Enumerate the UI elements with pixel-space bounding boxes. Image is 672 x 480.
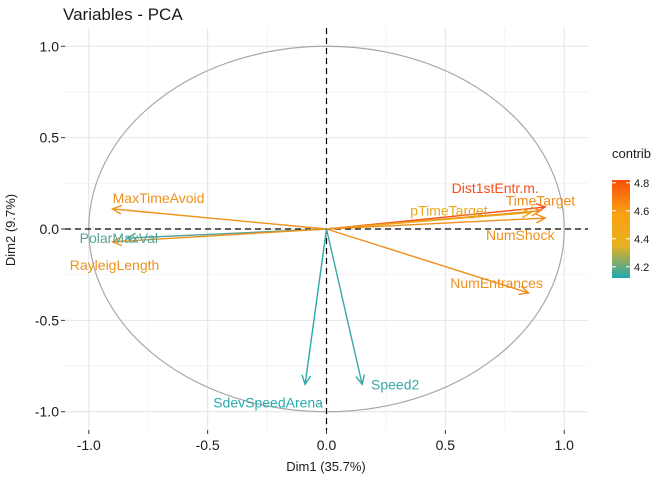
y-tick-label: -0.5 <box>35 312 59 328</box>
arrowhead-sdevspeedarena <box>301 374 312 386</box>
arrow-rayleiglength <box>112 228 327 243</box>
x-tick-label: -0.5 <box>196 437 220 453</box>
x-tick-label: 0.0 <box>317 437 337 453</box>
x-axis: -1.0 -0.5 0.0 0.5 1.0 <box>77 430 574 453</box>
contrib-legend: contrib 4.2 4.4 4.6 4.8 <box>612 146 651 278</box>
legend-tick-label: 4.6 <box>634 206 649 218</box>
chart-title: Variables - PCA <box>63 5 183 24</box>
arrowhead-numentrances <box>518 285 531 296</box>
arrowhead-numshock <box>535 213 547 224</box>
arrow-maxtimeavoid <box>112 208 327 230</box>
y-tick-label: 0.5 <box>40 130 60 146</box>
arrowhead-speed2 <box>355 374 366 386</box>
arrowhead-ptimetarget <box>521 208 533 219</box>
arrow-sdevspeedarena <box>304 228 328 385</box>
arrow-numentrances <box>326 228 529 294</box>
y-tick-label: -1.0 <box>35 404 59 420</box>
y-axis: -1.0 -0.5 0.0 0.5 1.0 <box>35 38 65 420</box>
variable-arrows <box>110 202 547 386</box>
arrowhead-rayleiglength <box>110 236 123 247</box>
arrow-speed2 <box>325 228 363 385</box>
label-numshock: NumShock <box>486 227 555 243</box>
arrowhead-timetarget <box>530 206 543 217</box>
plot-panel: Dist1stEntr.m.TimeTarget pTimeTarget NumSh… <box>65 28 588 430</box>
label-timetarget: TimeTarget <box>506 193 576 209</box>
label-dist1stentr-m: Dist1stEntr.m. <box>452 180 539 196</box>
y-tick-label: 0.0 <box>40 221 60 237</box>
y-axis-title: Dim2 (9.7%) <box>3 194 18 266</box>
y-tick-label: 1.0 <box>40 38 60 54</box>
legend-tick-label: 4.2 <box>634 262 649 274</box>
label-sdevspeedarena: SdevSpeedArena <box>213 394 323 410</box>
legend-tick-label: 4.4 <box>634 234 649 246</box>
label-maxtimeavoid: MaxTimeAvoid <box>113 190 205 206</box>
label-numentrances: NumEntrances <box>450 275 543 291</box>
x-tick-label: -1.0 <box>77 437 101 453</box>
legend-title: contrib <box>612 146 651 161</box>
label-ptimetarget: pTimeTarget <box>410 203 487 219</box>
legend-tick-label: 4.8 <box>634 178 649 190</box>
arrow-ptimetarget <box>326 211 532 230</box>
label-speed2: Speed2 <box>371 376 419 392</box>
legend-ticks: 4.2 4.4 4.6 4.8 <box>612 178 649 274</box>
x-axis-title: Dim1 (35.7%) <box>286 459 365 474</box>
variable-labels: Dist1stEntr.m.TimeTarget pTimeTarget NumSh… <box>70 180 576 410</box>
arrowhead-maxtimeavoid <box>110 204 123 215</box>
arrow-numshock <box>326 217 546 230</box>
label-polarmaxval: PolarMaxVal <box>80 230 158 246</box>
legend-colorbar <box>612 180 630 278</box>
label-rayleiglength: RayleigLength <box>70 257 160 273</box>
x-tick-label: 1.0 <box>554 437 574 453</box>
x-tick-label: 0.5 <box>436 437 456 453</box>
